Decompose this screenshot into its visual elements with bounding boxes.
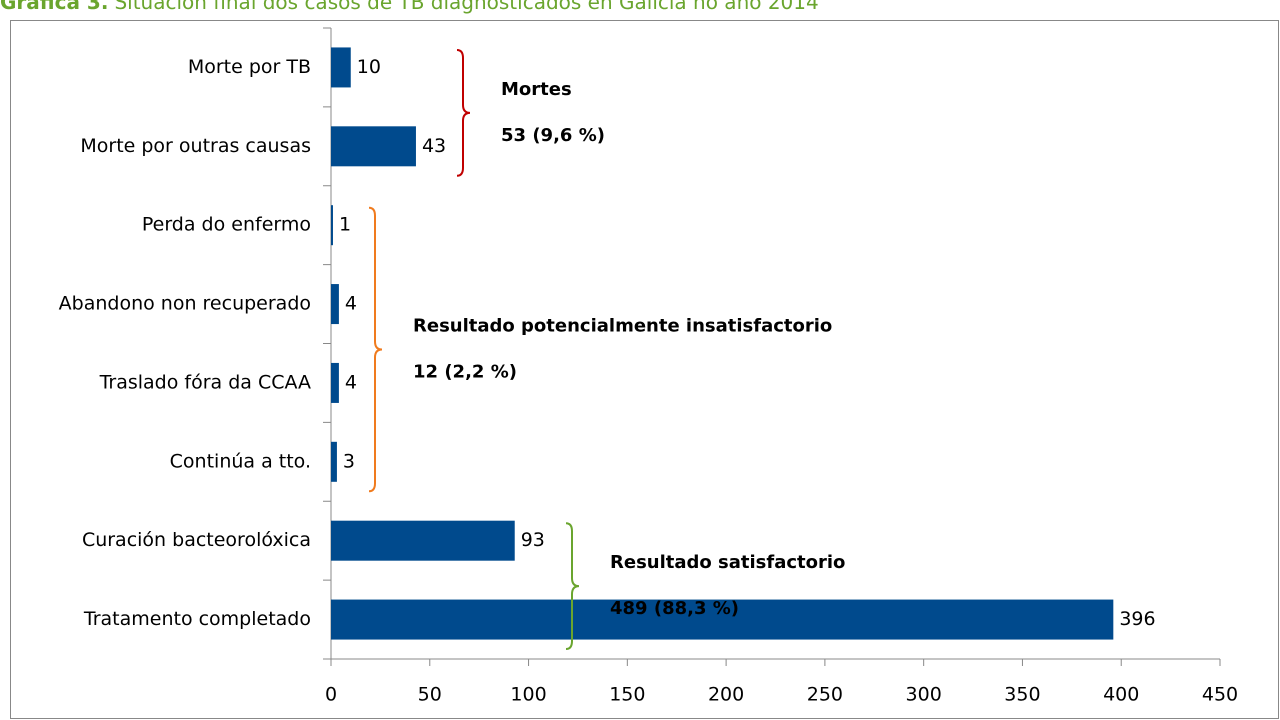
x-tick-label: 200 [708, 684, 744, 706]
bar [331, 520, 515, 561]
group-total: 53 (9,6 %) [501, 125, 605, 146]
group-total: 489 (88,3 %) [610, 598, 739, 619]
group-brace [368, 206, 383, 493]
x-tick-label: 150 [609, 684, 645, 706]
data-label: 4 [345, 371, 357, 393]
bar [331, 126, 416, 167]
data-label: 10 [357, 56, 381, 78]
data-label: 43 [422, 135, 446, 157]
y-tick-label: Perda do enfermo [142, 214, 311, 236]
title-text: Situación final dos casos de TB diagnost… [114, 0, 818, 14]
bar [331, 362, 339, 403]
x-tick-label: 300 [906, 684, 942, 706]
group-label: Resultado satisfactorio [610, 552, 845, 573]
y-tick-label: Traslado fóra da CCAA [99, 371, 311, 393]
y-tick-label: Tratamento completado [83, 608, 311, 630]
y-tick-label: Curación bacteorolóxica [82, 529, 311, 551]
x-tick-label: 250 [807, 684, 843, 706]
group-label: Mortes [501, 79, 572, 100]
group-total: 12 (2,2 %) [413, 362, 517, 383]
title-prefix: Gráfica 3. [0, 0, 108, 14]
data-label: 3 [343, 450, 355, 472]
x-tick-label: 0 [325, 684, 337, 706]
data-label: 4 [345, 293, 357, 315]
bar [331, 47, 351, 88]
data-label: 1 [339, 214, 351, 236]
y-tick-label: Morte por outras causas [80, 135, 311, 157]
bar [331, 284, 339, 325]
x-tick-label: 400 [1103, 684, 1139, 706]
x-tick-label: 350 [1004, 684, 1040, 706]
bar [331, 205, 333, 246]
bar [331, 599, 1114, 640]
data-label: 396 [1119, 608, 1155, 630]
x-tick-label: 450 [1202, 684, 1238, 706]
chart-title: Gráfica 3. Situación final dos casos de T… [0, 0, 819, 14]
group-label: Resultado potencialmente insatisfactorio [413, 316, 832, 337]
group-brace [456, 49, 471, 177]
data-label: 93 [521, 529, 545, 551]
x-tick-label: 100 [510, 684, 546, 706]
y-tick-label: Abandono non recuperado [59, 293, 311, 315]
group-brace [565, 522, 580, 650]
y-tick-label: Continúa a tto. [170, 450, 311, 472]
x-tick-label: 50 [418, 684, 442, 706]
y-tick-label: Morte por TB [188, 56, 311, 78]
bar [331, 441, 337, 482]
